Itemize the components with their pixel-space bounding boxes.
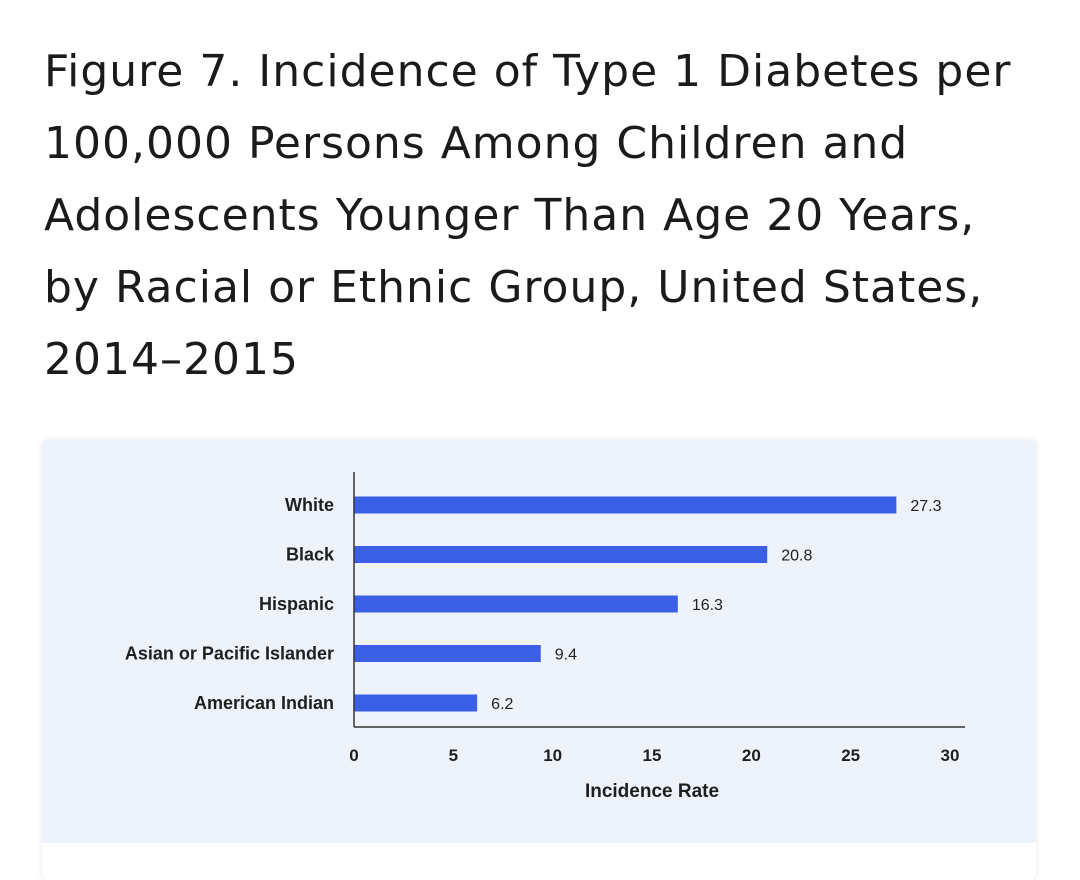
figure-title: Figure 7. Incidence of Type 1 Diabetes p…	[44, 46, 1012, 385]
x-tick-label: 20	[742, 746, 761, 765]
value-label: 27.3	[910, 498, 941, 515]
x-tick-label: 10	[543, 746, 562, 765]
bar	[354, 694, 478, 712]
bar	[354, 645, 541, 662]
category-label: Black	[286, 545, 335, 565]
x-tick-label: 0	[349, 746, 358, 765]
value-label: 20.8	[781, 548, 812, 565]
value-label: 16.3	[692, 597, 723, 614]
x-tick-label: 5	[449, 746, 458, 765]
x-tick-label: 30	[941, 746, 960, 765]
x-axis-title: Incidence Rate	[585, 781, 719, 802]
card-footer	[42, 843, 1036, 880]
bar	[354, 546, 768, 563]
category-label: White	[285, 495, 334, 515]
axes-group: 0 5 10 15 20 25 30	[349, 472, 965, 765]
category-label: American Indian	[194, 693, 334, 713]
x-tick-label: 25	[841, 746, 860, 765]
value-label: 9.4	[555, 647, 577, 664]
category-label: Asian or Pacific Islander	[125, 644, 334, 664]
x-tick-label: 15	[643, 746, 662, 765]
bar	[354, 496, 897, 514]
bar	[354, 595, 678, 613]
chart-card: White 27.3 Black 20.8 Hispanic 16.3 Asian or P…	[42, 440, 1036, 880]
value-label: 6.2	[491, 696, 513, 713]
bars-group: White 27.3 Black 20.8 Hispanic 16.3 Asian or P…	[125, 495, 942, 713]
bar-chart: White 27.3 Black 20.8 Hispanic 16.3 Asian or P…	[125, 472, 965, 802]
category-label: Hispanic	[259, 594, 334, 614]
